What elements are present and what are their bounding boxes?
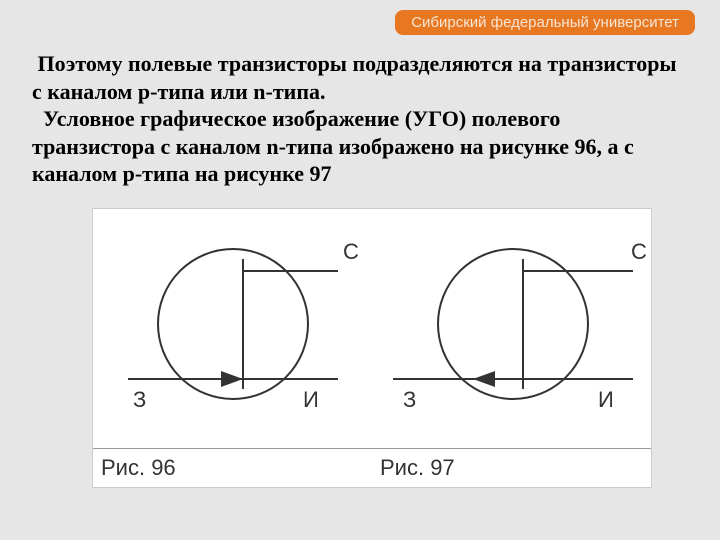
label-gate: З [133,387,146,412]
label-source: И [303,387,319,412]
label-drain: С [343,239,359,264]
content-area: Поэтому полевые транзисторы подразделяют… [0,0,720,508]
label-drain: С [631,239,647,264]
label-gate: З [403,387,416,412]
description-paragraph: Поэтому полевые транзисторы подразделяют… [32,50,688,188]
caption-fig-96: Рис. 96 [93,449,372,487]
label-source: И [598,387,614,412]
diagram-container: С З И [92,208,652,488]
university-badge: Сибирский федеральный университет [395,10,695,35]
diagram-fig-96: С З И [93,209,373,448]
caption-fig-97: Рис. 97 [372,449,651,487]
diagram-fig-97: С З И [373,209,653,448]
